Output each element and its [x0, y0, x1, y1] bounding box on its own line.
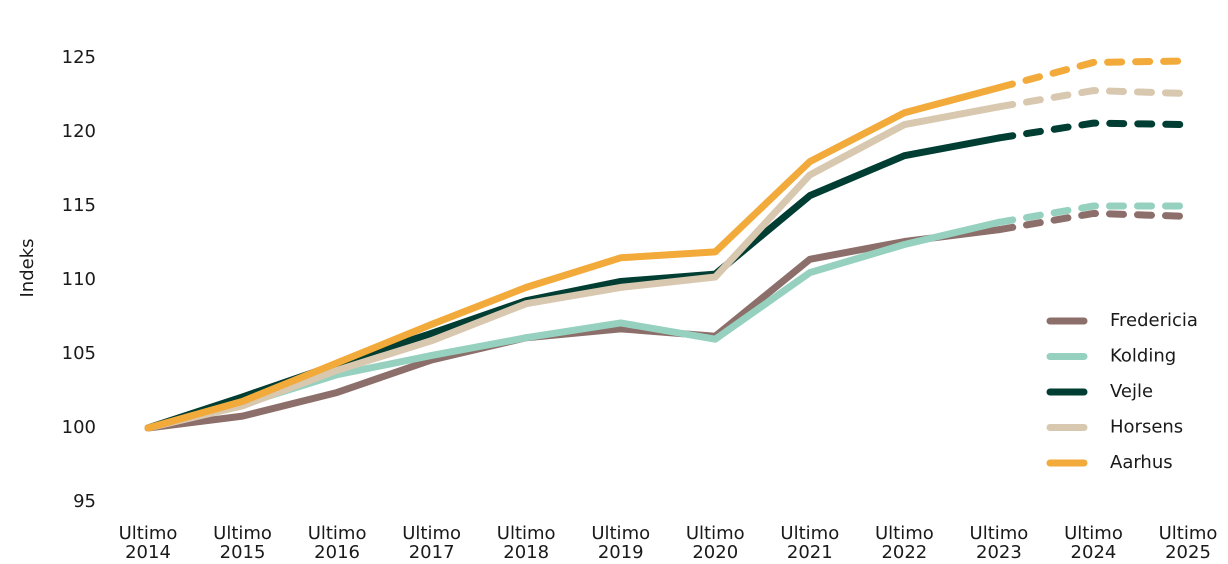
forecast-line [995, 209, 1192, 234]
legend-label: Vejle [1110, 381, 1153, 402]
series-line [144, 103, 1003, 432]
forecast-line [995, 57, 1192, 92]
forecast-line [995, 119, 1192, 142]
y-tick-label: 110 [62, 269, 96, 290]
y-tick-label: 100 [62, 417, 96, 438]
x-tick-label: Ultimo 2021 [780, 523, 839, 563]
x-tick-label: Ultimo 2016 [308, 523, 367, 563]
legend-label: Aarhus [1110, 452, 1173, 473]
y-tick-label: 105 [62, 343, 96, 364]
x-tick-label: Ultimo 2017 [402, 523, 461, 563]
y-tick-label: 95 [73, 491, 96, 512]
x-tick-label: Ultimo 2015 [213, 523, 272, 563]
x-tick-label: Ultimo 2019 [591, 523, 650, 563]
x-tick-label: Ultimo 2022 [875, 523, 934, 563]
x-tick-label: Ultimo 2018 [497, 523, 556, 563]
legend-label: Fredericia [1110, 310, 1198, 331]
forecast-line [995, 87, 1192, 111]
y-axis-label: Indeks [17, 238, 38, 297]
legend-label: Kolding [1110, 346, 1176, 367]
series-line [144, 218, 1003, 432]
y-tick-label: 120 [62, 121, 96, 142]
y-tick-label: 125 [62, 47, 96, 68]
x-tick-label: Ultimo 2024 [1064, 523, 1123, 563]
forecast-line [995, 202, 1192, 226]
legend-label: Horsens [1110, 417, 1183, 438]
x-tick-label: Ultimo 2014 [119, 523, 178, 563]
y-tick-label: 115 [62, 195, 96, 216]
x-tick-label: Ultimo 2025 [1159, 523, 1218, 563]
x-tick-label: Ultimo 2023 [970, 523, 1029, 563]
series-line [144, 84, 1003, 432]
x-tick-label: Ultimo 2020 [686, 523, 745, 563]
